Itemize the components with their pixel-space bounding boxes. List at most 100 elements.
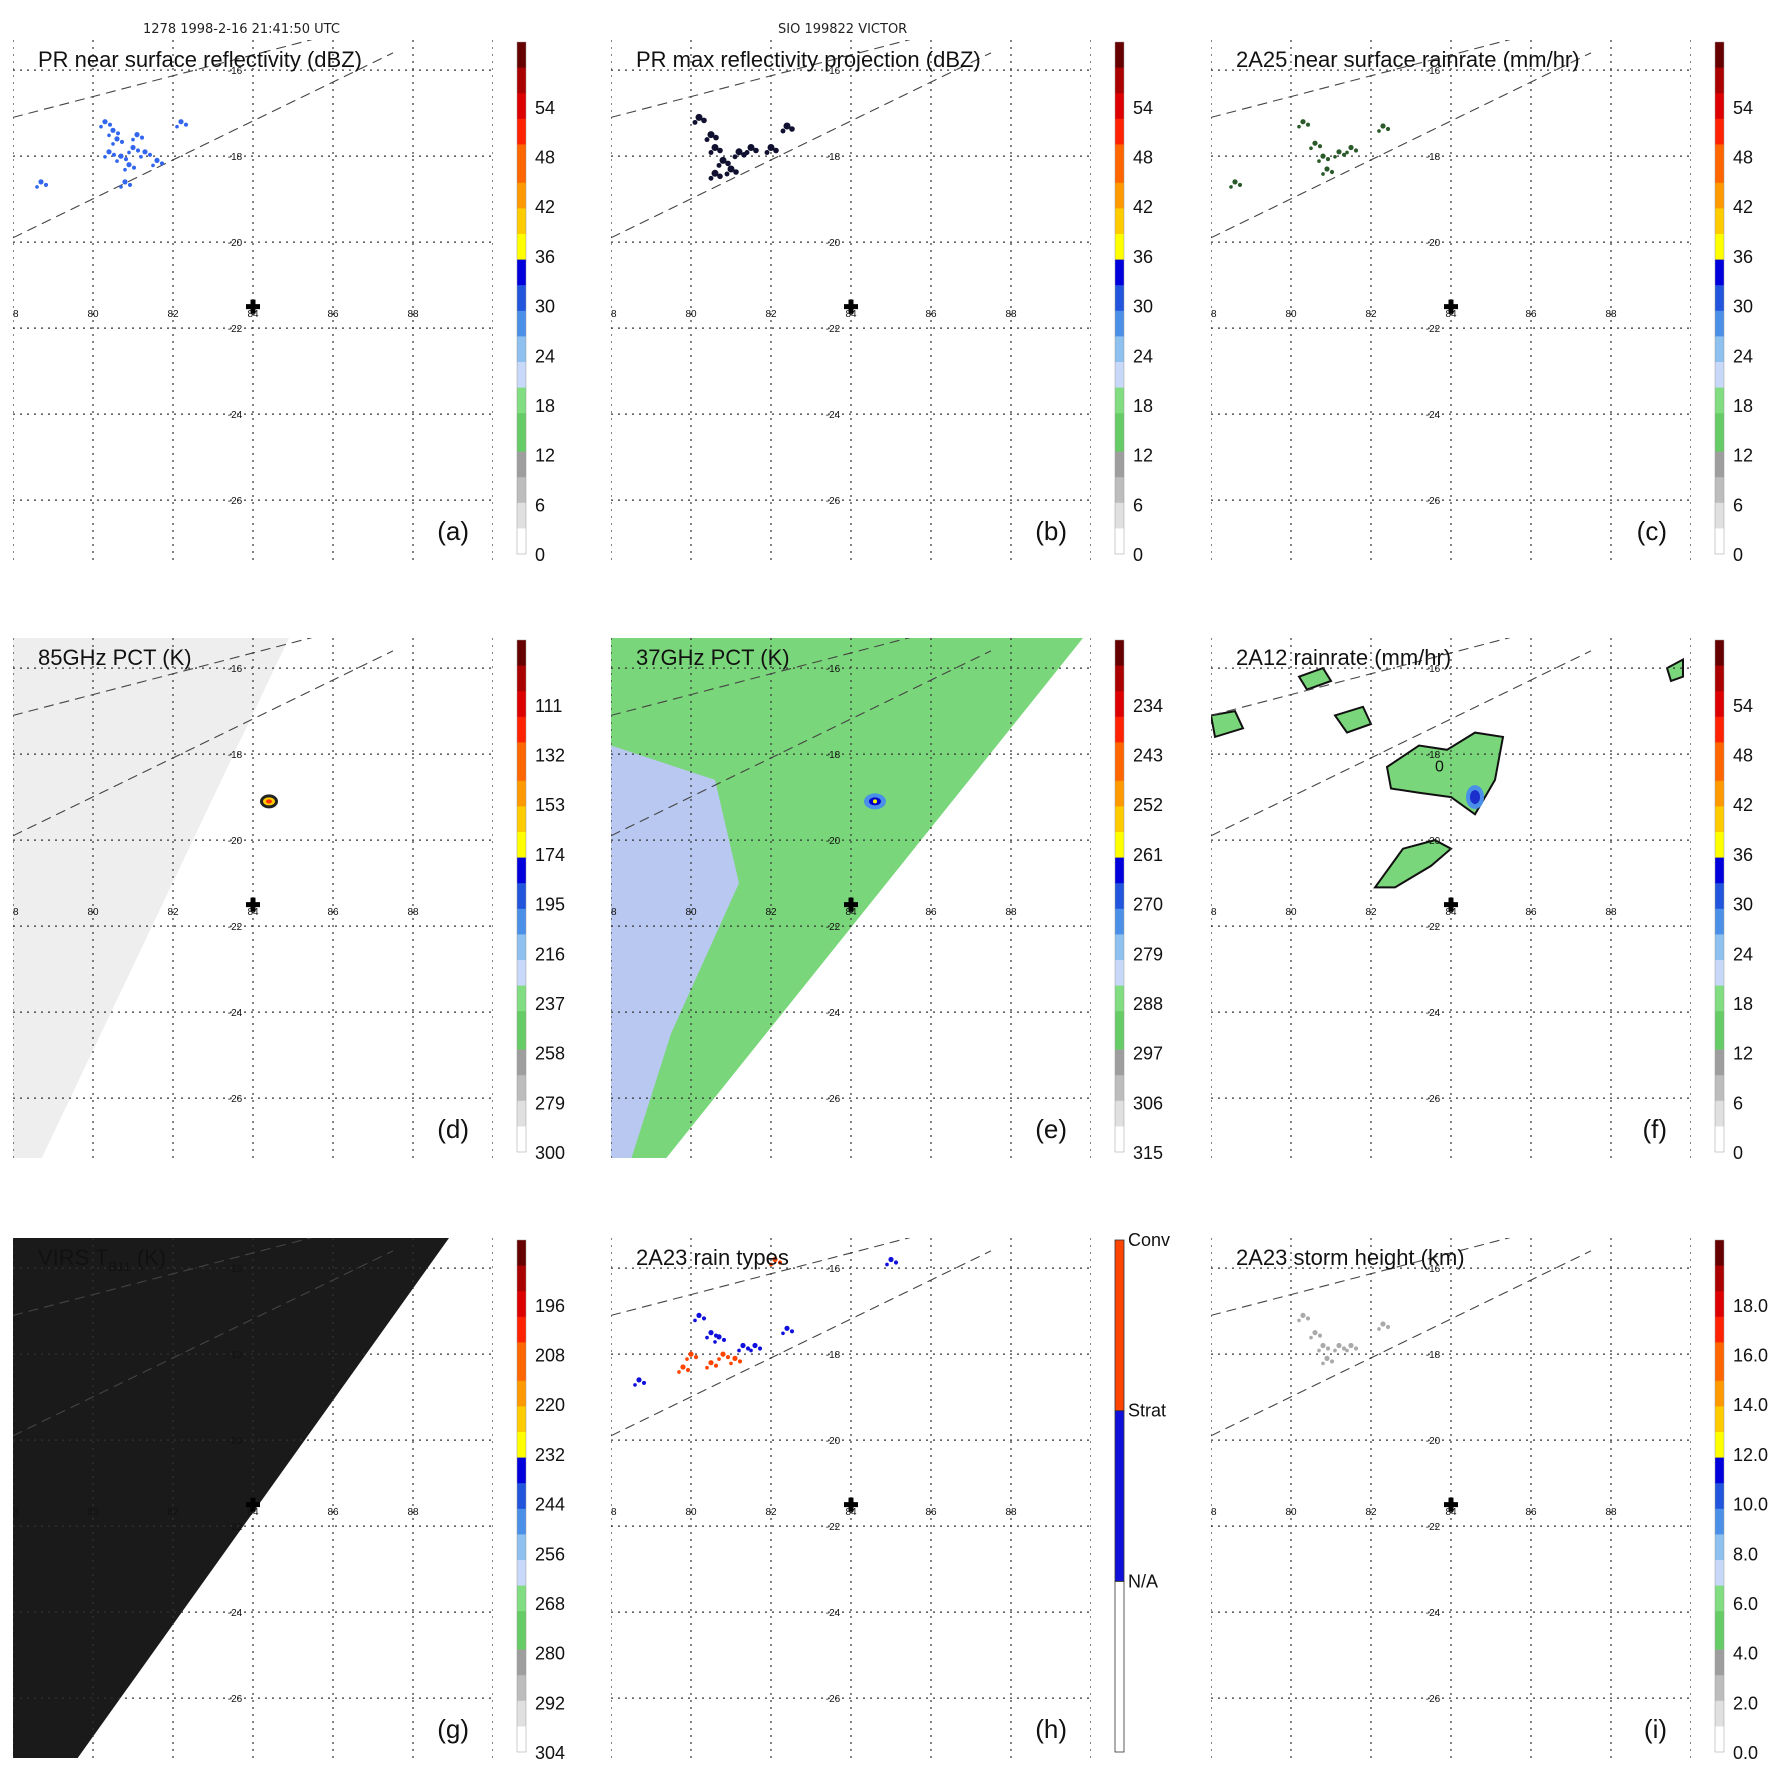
- colorbar-segment: [1715, 490, 1724, 504]
- colorbar-segment: [1715, 678, 1724, 692]
- echo-pixel: [733, 169, 739, 175]
- panel-letter: (a): [437, 516, 469, 546]
- colorbar-segment: [1715, 716, 1724, 731]
- echo-pixel: [1309, 1335, 1313, 1340]
- colorbar-segment: [1715, 438, 1724, 453]
- colorbar-segment: [1715, 972, 1724, 987]
- echo-pixel: [711, 169, 719, 177]
- colorbar-segment: [517, 1265, 526, 1279]
- colorbar-segment: [517, 528, 526, 542]
- colorbar-segment: [517, 1355, 526, 1369]
- echo-pixel: [1385, 1324, 1391, 1330]
- colorbar-segment: [517, 362, 526, 376]
- lat-tick-label: -22: [1426, 324, 1441, 335]
- colorbar-tick-label: 252: [1133, 795, 1163, 815]
- colorbar-segment: [1715, 93, 1724, 107]
- colorbar-segment: [1115, 780, 1124, 795]
- swath-edge-line: [13, 40, 313, 118]
- colorbar-segment: [1115, 502, 1124, 517]
- echo-pixel: [747, 144, 755, 151]
- colorbar-segment: [1715, 208, 1724, 222]
- colorbar-segment: [1715, 195, 1724, 209]
- colorbar-segment: [1715, 985, 1724, 999]
- colorbar-segment: [517, 541, 526, 555]
- colorbar-segment: [1715, 1688, 1724, 1702]
- lon-tick-label: 86: [327, 907, 339, 918]
- colorbar-segment: [1115, 426, 1124, 440]
- colorbar-segment: [517, 1049, 526, 1063]
- lat-tick-label: -18: [228, 152, 243, 163]
- lon-tick-label: 84: [247, 309, 259, 320]
- colorbar-segment: [1715, 1075, 1724, 1089]
- lon-tick-label: 84: [1445, 1507, 1457, 1518]
- colorbar-segment: [1115, 1036, 1124, 1051]
- colorbar-tick-label: 30: [1733, 895, 1753, 915]
- colorbar-tick-label: 220: [535, 1395, 565, 1415]
- colorbar-segment: [1115, 451, 1124, 465]
- colorbar-segment: [517, 1278, 526, 1292]
- echo-pixel: [692, 119, 698, 125]
- lat-tick-label: -18: [1426, 152, 1441, 163]
- lat-tick-label: -16: [826, 1264, 841, 1275]
- colorbar-segment: [1115, 1011, 1124, 1025]
- colorbar-segment: [517, 157, 526, 171]
- echo-pixel: [1317, 1348, 1321, 1353]
- echo-pixel: [1341, 152, 1347, 157]
- colorbar-segment: [1715, 1662, 1724, 1676]
- colorbar-segment: [1715, 729, 1724, 743]
- colorbar-tick-label: 306: [1133, 1093, 1163, 1113]
- lon-tick-label: 88: [1005, 309, 1017, 320]
- colorbar-segment: [517, 285, 526, 299]
- colorbar-tick-label: 4.0: [1733, 1644, 1758, 1664]
- rain-area: [1333, 705, 1373, 734]
- colorbar-tick-label: 42: [535, 197, 555, 217]
- lon-tick-label: 82: [167, 907, 179, 918]
- colorbar-segment: [1115, 819, 1124, 833]
- colorbar-segment: [1715, 374, 1724, 389]
- panel-title: 37GHz PCT (K): [636, 645, 790, 670]
- colorbar-segment: [1115, 246, 1124, 261]
- colorbar-segment: [1115, 883, 1124, 897]
- lon-tick-label: 82: [1365, 907, 1377, 918]
- echo-pixel: [1305, 1316, 1311, 1321]
- colorbar-tick-label: 36: [1133, 247, 1153, 267]
- echo-pixel: [139, 154, 143, 159]
- colorbar-segment: [517, 716, 526, 731]
- echo-pixel: [1324, 166, 1330, 172]
- colorbar-segment: [1115, 921, 1124, 935]
- echo-pixel: [719, 156, 727, 164]
- colorbar-segment: [1715, 515, 1724, 529]
- echo-pixel: [1345, 1348, 1349, 1353]
- colorbar-segment: [1715, 285, 1724, 299]
- colorbar-segment: [1115, 67, 1124, 81]
- echo-pixel: [1229, 185, 1233, 189]
- echo-pixel: [1348, 144, 1354, 151]
- colorbar-segment: [517, 729, 526, 743]
- colorbar-tick-label: 6: [1133, 495, 1143, 515]
- colorbar-segment: [1715, 1611, 1724, 1625]
- colorbar-segment: [517, 1393, 526, 1407]
- echo-pixel: [110, 127, 116, 133]
- colorbar-segment: [1115, 729, 1124, 743]
- echo-pixel: [752, 1342, 758, 1349]
- echo-pixel: [118, 153, 124, 159]
- colorbar-segment: [517, 755, 526, 769]
- colorbar-tick-label: 153: [535, 795, 565, 815]
- colorbar-segment: [1115, 1126, 1124, 1140]
- panel-title: 2A23 storm height (km): [1236, 1245, 1465, 1270]
- swath-edge-line: [611, 40, 911, 118]
- swath-edge-line: [13, 1250, 394, 1437]
- colorbar-tick-label: 2.0: [1733, 1693, 1758, 1713]
- swath-edge-line: [1211, 1238, 1511, 1316]
- echo-pixel: [781, 1331, 785, 1336]
- colorbar-tick-label: 12: [1133, 446, 1153, 466]
- colorbar-segment: [517, 1726, 526, 1740]
- echo-pixel: [107, 122, 113, 127]
- panel-c: 78 80 82 84 86 88 -16 -18 -20 -22 -24 -26 2A25 near …: [1211, 40, 1753, 565]
- lon-tick-label: 88: [407, 1507, 419, 1518]
- echo-pixel: [713, 1340, 717, 1344]
- colorbar-segment: [1115, 908, 1124, 923]
- colorbar-segment: [517, 652, 526, 667]
- orbit-header: 1278 1998-2-16 21:41:50 UTC: [143, 22, 340, 37]
- colorbar-segment: [1715, 780, 1724, 795]
